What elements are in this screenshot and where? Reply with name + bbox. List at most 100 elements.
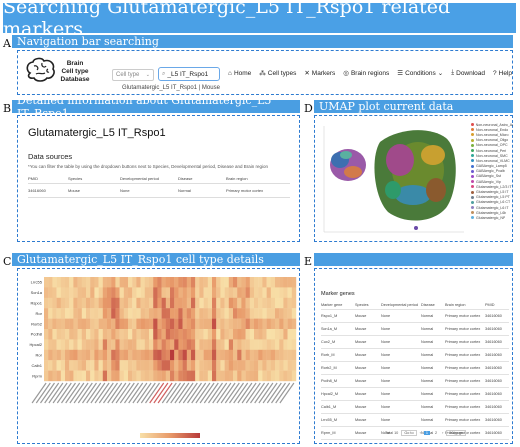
- umap-legend-entry[interactable]: Non-neuronal_Peri: [471, 148, 513, 153]
- umap-legend-entry[interactable]: Non-neuronal_SMC: [471, 153, 513, 158]
- nav-item-cell-types[interactable]: ⁂ Cell types: [259, 69, 296, 78]
- umap-legend-entry[interactable]: Non-neuronal_Endo: [471, 127, 513, 132]
- heatmap-cell: [275, 297, 280, 309]
- heatmap-cell: [170, 318, 175, 330]
- filter-note: *You can filter the table by using the d…: [28, 164, 268, 169]
- column-header[interactable]: PMID: [28, 176, 38, 181]
- table-cell[interactable]: 34616060: [485, 379, 502, 383]
- heatmap-cell: [165, 339, 171, 350]
- heatmap-cell: [170, 297, 175, 309]
- nav-item-markers[interactable]: ✕ Markers: [304, 69, 335, 78]
- heatmap-column-label: [98, 382, 114, 404]
- umap-legend-entry[interactable]: Glutamatergic_L2/3 IT: [471, 184, 513, 189]
- nav-item-home[interactable]: ⌂ Home: [228, 69, 251, 77]
- heatmap-cell: [119, 287, 124, 298]
- heatmap-cell: [77, 277, 82, 288]
- heatmap-cell: [220, 287, 225, 298]
- umap-legend-entry[interactable]: Glutamatergic_L6 IT: [471, 205, 513, 210]
- table-cell: Mouse: [355, 379, 367, 383]
- column-header[interactable]: Disease: [178, 176, 193, 181]
- table-cell[interactable]: 34616060: [485, 327, 502, 331]
- heatmap-cell: [174, 308, 179, 319]
- column-header[interactable]: Species: [355, 302, 369, 307]
- heatmap-cell: [258, 318, 263, 330]
- umap-legend-entry[interactable]: GABAergic_Lamp5: [471, 164, 513, 169]
- table-cell[interactable]: Calb1_M: [321, 405, 337, 409]
- heatmap-column-label: [279, 382, 295, 404]
- umap-legend-entry[interactable]: GABAergic_Vip: [471, 179, 513, 184]
- table-cell[interactable]: Rorb2_M: [321, 366, 337, 370]
- umap-legend-entry[interactable]: Non-neuronal_OPC: [471, 143, 513, 148]
- nav-item-download[interactable]: ⤓ Download: [451, 69, 485, 77]
- nav-item-brain-regions[interactable]: ◎ Brain regions: [343, 69, 389, 78]
- search-input[interactable]: ⌕ _L5 IT_Rspo1: [158, 67, 220, 81]
- umap-legend-entry[interactable]: Glutamatergic_L5 PT: [471, 195, 513, 200]
- conditions-icon: ☰: [397, 70, 404, 77]
- table-cell[interactable]: 34616060: [485, 366, 502, 370]
- heatmap-cell: [279, 370, 284, 382]
- help-icon: ?: [493, 69, 497, 77]
- table-cell[interactable]: 34616060: [485, 353, 502, 357]
- umap-plot[interactable]: [318, 120, 468, 238]
- table-cell[interactable]: Hpcal2_M: [321, 392, 339, 396]
- umap-legend-entry[interactable]: Non-neuronal_VLMC: [471, 158, 513, 163]
- table-cell[interactable]: 34616060: [485, 418, 502, 422]
- umap-legend-entry[interactable]: Glutamatergic_L6b: [471, 210, 513, 215]
- umap-legend-entry[interactable]: GABAergic_Pvalb: [471, 169, 513, 174]
- table-cell[interactable]: Rorb_M: [321, 353, 335, 357]
- table-cell[interactable]: Pcdh8_M: [321, 379, 338, 383]
- heatmap-cell: [161, 287, 166, 298]
- table-cell[interactable]: Cux2_M: [321, 340, 336, 344]
- heatmap-cell: [107, 349, 112, 361]
- table-cell: Mouse: [355, 405, 367, 409]
- table-cell: Mouse: [355, 418, 367, 422]
- umap-legend-entry[interactable]: Non-neuronal_Micro: [471, 132, 513, 137]
- column-header[interactable]: Brain region: [445, 302, 466, 307]
- umap-legend-entry[interactable]: Glutamatergic_L5 IT: [471, 189, 513, 194]
- cell-pmid[interactable]: 34616060: [28, 188, 46, 193]
- chevron-left-icon[interactable]: ‹: [419, 431, 421, 435]
- column-header[interactable]: Developmental period: [381, 302, 418, 307]
- heatmap-cell: [199, 308, 204, 319]
- table-cell[interactable]: Rprm_M: [321, 431, 336, 435]
- column-header[interactable]: Species: [68, 176, 83, 181]
- heatmap-cell: [258, 308, 263, 319]
- pagination: Total 10 Go to ‹ 1 2 › 10/page: [385, 430, 467, 436]
- table-cell[interactable]: 34616060: [485, 314, 502, 318]
- table-cell[interactable]: Scn1a_M: [321, 327, 338, 331]
- umap-legend-entry[interactable]: Glutamatergic_NP: [471, 215, 513, 220]
- page-size-select[interactable]: 10/page: [446, 430, 467, 436]
- heatmap-cell: [220, 339, 225, 350]
- umap-legend-entry[interactable]: Glutamatergic_L6 CT: [471, 200, 513, 205]
- pagination-goto[interactable]: Go to: [401, 430, 417, 436]
- umap-legend-entry[interactable]: Non-neuronal_Oligo: [471, 138, 513, 143]
- heatmap-cell: [165, 360, 171, 371]
- table-cell[interactable]: 34616060: [485, 392, 502, 396]
- chevron-right-icon[interactable]: ›: [442, 431, 444, 435]
- nav-item-conditions[interactable]: ☰ Conditions ⌄: [397, 69, 443, 78]
- heatmap-cell: [136, 339, 141, 350]
- column-header[interactable]: PMID: [485, 302, 495, 307]
- heatmap-cell: [132, 349, 137, 361]
- heatmap-cell: [48, 339, 53, 350]
- heatmap-cell: [275, 329, 280, 340]
- search-suggestion[interactable]: Glutamatergic_L5 IT_Rspo1 | Mouse: [122, 85, 220, 91]
- page-1-button[interactable]: 1: [423, 431, 430, 435]
- table-cell[interactable]: Lrrc55_M: [321, 418, 338, 422]
- umap-legend-entry[interactable]: GABAergic_Sst: [471, 174, 513, 179]
- table-cell[interactable]: 34616060: [485, 405, 502, 409]
- table-cell[interactable]: Rspo1_M: [321, 314, 338, 318]
- column-header[interactable]: Disease: [421, 302, 435, 307]
- heatmap-plot[interactable]: Lrrc55 Scn1a Rspo1 Ror Rorb2 Pcdh8 Hpcal2 Ror Ca…: [20, 275, 298, 441]
- heatmap-cell: [123, 329, 129, 340]
- column-header[interactable]: Brain region: [226, 176, 248, 181]
- column-header[interactable]: Marker gene: [321, 302, 343, 307]
- nav-item-help[interactable]: ? Help: [493, 69, 512, 77]
- search-type-select[interactable]: Cell type ⌄: [112, 69, 154, 81]
- table-cell[interactable]: 34616060: [485, 340, 502, 344]
- heatmap-cell: [111, 297, 116, 309]
- column-header[interactable]: Developmental period: [120, 176, 159, 181]
- page-2-button[interactable]: 2: [435, 431, 438, 435]
- table-cell[interactable]: 34616060: [485, 431, 502, 435]
- umap-legend-entry[interactable]: Non-neuronal_Astro_Aqp4: [471, 122, 513, 127]
